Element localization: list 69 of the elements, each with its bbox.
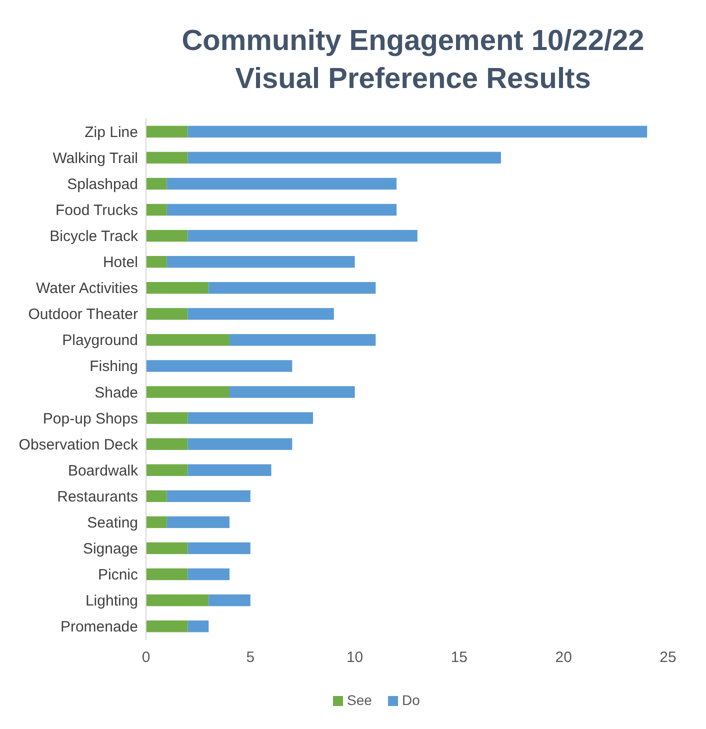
y-tick-label: Splashpad: [67, 176, 138, 193]
y-tick-label: Lighting: [85, 592, 138, 610]
chart-subtitle: Visual Preference Results: [235, 63, 591, 95]
bar: [146, 464, 188, 476]
y-tick-label: Picnic: [98, 566, 138, 584]
x-tick-label: 5: [246, 649, 255, 666]
x-tick-label: 0: [142, 649, 150, 666]
bar: [146, 620, 188, 632]
y-tick-label: Water Activities: [36, 280, 138, 298]
y-tick-label: Bicycle Track: [50, 228, 138, 246]
bar: [166, 490, 250, 502]
bar: [146, 516, 167, 528]
bar: [188, 152, 501, 164]
bar: [188, 230, 418, 242]
bar: [146, 282, 209, 294]
legend-label: Do: [402, 692, 420, 708]
bar: [188, 620, 209, 632]
bar: [188, 126, 648, 138]
x-tick-label: 15: [450, 649, 468, 666]
bar: [188, 464, 272, 476]
bar: [146, 412, 188, 424]
bar: [146, 360, 292, 372]
bar: [146, 334, 230, 346]
bar: [188, 568, 230, 580]
bar: [146, 308, 188, 320]
bar: [146, 204, 167, 216]
bar: [146, 594, 209, 606]
bar: [146, 256, 167, 268]
bar: [146, 152, 188, 164]
y-tick-label: Playground: [62, 332, 138, 350]
bar: [146, 386, 230, 398]
bar: [208, 594, 250, 606]
bar: [146, 568, 188, 580]
bar: [146, 542, 188, 554]
y-tick-label: Walking Trail: [52, 150, 138, 167]
y-tick-label: Food Trucks: [55, 202, 138, 220]
bar: [188, 438, 292, 450]
y-tick-label: Seating: [87, 514, 138, 532]
y-tick-label: Boardwalk: [68, 462, 138, 480]
bar: [230, 334, 376, 346]
x-tick-label: 10: [346, 649, 364, 666]
bar: [166, 256, 355, 268]
bar: [208, 282, 376, 294]
x-tick-label: 25: [660, 649, 676, 666]
bar: [166, 178, 397, 190]
y-tick-label: Hotel: [102, 254, 138, 272]
legend-label: See: [347, 692, 372, 708]
bar: [146, 438, 188, 450]
y-tick-label: Observation Deck: [18, 436, 138, 454]
bar: [146, 178, 167, 190]
bar: [146, 490, 167, 502]
bar: [146, 126, 188, 138]
y-tick-label: Zip Line: [84, 124, 138, 141]
bar: [146, 230, 188, 242]
bar: [166, 516, 230, 528]
bar: [188, 308, 334, 320]
bar: [230, 386, 355, 398]
y-tick-label: Shade: [94, 384, 138, 402]
bar: [166, 204, 397, 216]
chart-title: Community Engagement 10/22/22: [182, 25, 644, 57]
y-tick-label: Outdoor Theater: [28, 306, 138, 324]
y-tick-label: Fishing: [90, 358, 138, 376]
y-tick-label: Restaurants: [57, 488, 138, 506]
y-tick-label: Promenade: [60, 618, 138, 636]
x-tick-label: 20: [555, 649, 572, 666]
y-tick-label: Pop-up Shops: [42, 410, 138, 428]
bar: [188, 542, 250, 554]
y-tick-label: Signage: [82, 540, 138, 558]
bar: [188, 412, 314, 424]
